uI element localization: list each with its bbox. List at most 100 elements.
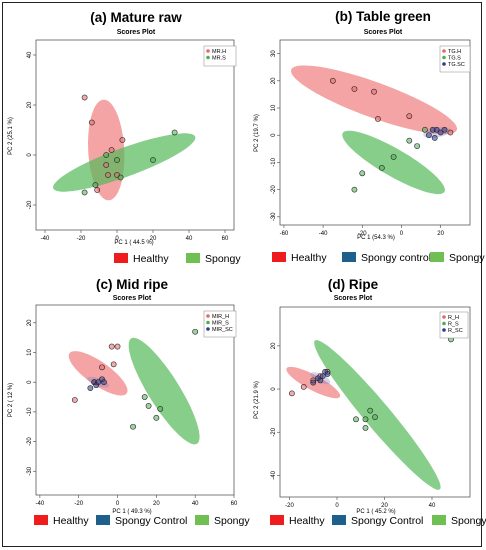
- point-tg-h: [371, 88, 377, 95]
- legend-swatch: [270, 515, 284, 525]
- point-r-s: [353, 416, 359, 423]
- panel-subtitle: Scores Plot: [113, 295, 152, 302]
- legend-swatch: [96, 515, 110, 525]
- x-tick-label: 20: [381, 503, 388, 509]
- x-tick-label: 20: [150, 236, 157, 242]
- point-mr-s: [92, 182, 99, 188]
- point-r-sc: [317, 377, 324, 384]
- y-tick-label: -30: [271, 212, 277, 221]
- y-axis-label: PC 2 (25.1 %): [8, 117, 14, 155]
- inner-legend-marker: [442, 49, 446, 53]
- y-tick-label: -10: [271, 157, 277, 166]
- inner-legend-label: TG.H: [448, 49, 461, 55]
- point-mir-sc: [101, 379, 107, 386]
- x-tick-label: 20: [437, 231, 444, 237]
- legend-label: Healthy: [53, 515, 89, 527]
- point-tg-h: [447, 129, 454, 136]
- y-tick-label: 20: [27, 319, 33, 326]
- y-tick-label: -40: [271, 470, 277, 479]
- point-mr-s: [150, 157, 156, 163]
- legend-label: Healthy: [291, 252, 327, 264]
- inner-legend-label: R_H: [448, 315, 459, 321]
- legend-swatch: [432, 515, 446, 525]
- legend-label: Spongy control: [361, 252, 431, 264]
- point-tg-h: [351, 86, 358, 92]
- inner-legend-label: MR.S: [212, 56, 226, 62]
- legend-label: Spongy: [451, 515, 486, 527]
- inner-legend: R_HR_SR_SC: [439, 311, 469, 339]
- inner-legend-label: MR.H: [212, 49, 226, 55]
- chart-panel-3: (c) Mid ripe Scores Plot -40 -20 0 20 40 60 -30 -…: [8, 277, 238, 515]
- panel-title: (d) Ripe: [328, 277, 379, 292]
- point-mr-s: [103, 152, 110, 158]
- x-tick-label: 60: [231, 501, 238, 507]
- x-axis-label: PC 1 ( 49.3 %): [112, 509, 151, 515]
- x-tick-label: -20: [77, 236, 86, 242]
- point-tg-h: [375, 115, 381, 122]
- point-mir-h: [71, 397, 78, 403]
- bottom-legend-2: Healthy Spongy control Spongy: [272, 252, 485, 264]
- point-tg-sc: [431, 135, 438, 141]
- inner-legend-marker: [206, 55, 210, 60]
- legend-swatch: [114, 253, 128, 263]
- y-tick-label: 40: [27, 51, 33, 58]
- point-mir-sc: [87, 385, 94, 392]
- x-tick-label: 20: [153, 501, 160, 507]
- point-tg-sc: [441, 126, 448, 133]
- inner-legend-marker: [442, 321, 446, 326]
- point-mr-s: [171, 129, 178, 136]
- point-mir-h: [114, 343, 121, 350]
- y-axis-label: PC 2 (19.7 %): [254, 114, 260, 152]
- inner-legend-box: [203, 45, 237, 67]
- point-tg-h: [329, 77, 336, 84]
- x-axis-label: PC 1 ( 44.5 %): [114, 240, 153, 246]
- x-tick-label: -40: [36, 501, 45, 507]
- x-tick-label: 0: [335, 503, 339, 509]
- ellipse-r-s: [314, 340, 441, 490]
- x-tick-label: 60: [222, 236, 229, 242]
- point-mir-s: [153, 414, 160, 421]
- point-r-sc: [324, 371, 331, 377]
- legend-label: Spongy Control: [115, 515, 187, 527]
- point-tg-s: [406, 137, 413, 144]
- y-tick-label: -20: [271, 185, 277, 194]
- ellipse-mir-h: [68, 351, 128, 396]
- legend-swatch: [195, 515, 209, 525]
- point-tg-s: [414, 143, 421, 150]
- point-r-h: [300, 383, 307, 390]
- legend-label: Spongy Control: [351, 515, 423, 527]
- point-mr-s: [81, 189, 88, 196]
- inner-legend-label: R_S: [448, 322, 459, 328]
- y-tick-label: 20: [271, 342, 277, 349]
- panel-title: (b) Table green: [335, 9, 431, 24]
- y-axis-label: PC 2 (21.9 %): [254, 381, 260, 419]
- x-tick-label: 40: [186, 236, 193, 242]
- y-tick-label: 20: [271, 77, 277, 84]
- panel-title: (a) Mature raw: [90, 10, 182, 25]
- legend-swatch: [332, 515, 346, 525]
- y-tick-label: -20: [27, 437, 33, 446]
- y-tick-label: 0: [271, 133, 277, 137]
- panel-subtitle: Scores Plot: [117, 29, 156, 36]
- inner-legend-marker: [442, 62, 446, 66]
- plot-area: [35, 304, 235, 496]
- point-mr-h: [119, 137, 126, 143]
- legend-swatch: [34, 515, 48, 525]
- inner-legend-marker: [442, 55, 446, 60]
- ellipse-mr-s: [53, 133, 196, 192]
- x-tick-label: 0: [400, 231, 404, 237]
- point-tg-s: [378, 164, 385, 171]
- point-mr-h: [81, 94, 88, 101]
- point-mr-s: [117, 174, 124, 181]
- y-tick-label: -30: [27, 466, 33, 475]
- x-tick-label: -20: [285, 503, 294, 509]
- legend-label: Healthy: [289, 515, 325, 527]
- x-tick-label: 0: [116, 501, 120, 507]
- ellipse-mir-s: [128, 337, 200, 445]
- y-tick-label: 0: [27, 380, 33, 384]
- inner-legend-marker: [442, 328, 446, 332]
- inner-legend: MR.HMR.S: [203, 45, 237, 67]
- point-tg-sc: [437, 129, 444, 136]
